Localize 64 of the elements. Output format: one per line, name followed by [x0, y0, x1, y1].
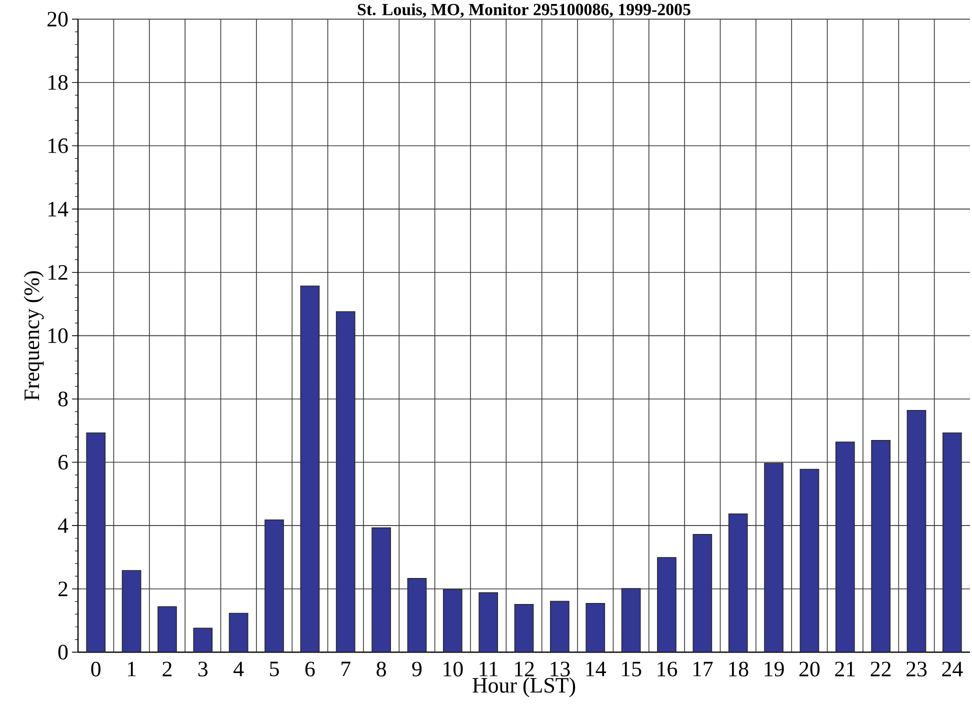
- x-tick-label: 20: [799, 662, 820, 676]
- x-tick-label: 23: [906, 662, 927, 676]
- x-tick-label: 9: [412, 662, 422, 676]
- bar: [942, 432, 962, 652]
- x-tick-label: 18: [729, 662, 748, 676]
- bar: [586, 602, 606, 652]
- x-tick-label: 22: [870, 662, 891, 676]
- y-tick-label: 12: [48, 265, 68, 280]
- x-tick-label: 11: [480, 662, 498, 676]
- y-axis-title: Frequency (%): [24, 271, 44, 400]
- bar: [692, 534, 712, 652]
- bar: [728, 513, 748, 652]
- y-tick-label: 2: [58, 582, 68, 596]
- y-tick-label: 16: [48, 138, 68, 154]
- x-tick-label: 4: [234, 662, 244, 676]
- bar: [871, 440, 890, 652]
- x-axis-title: Hour (LST): [472, 677, 576, 698]
- y-tick-label: 10: [48, 328, 68, 343]
- x-tick-label: 8: [376, 662, 386, 676]
- y-tick-label: 4: [58, 518, 68, 533]
- x-tick-label: 19: [764, 662, 784, 676]
- x-tick-label: 2: [162, 662, 172, 676]
- chart-title: St. Louis, MO, Monitor 295100086, 1999-2005: [358, 3, 690, 18]
- bar: [835, 442, 855, 652]
- bar: [906, 410, 926, 652]
- y-tick-label: 8: [58, 391, 68, 406]
- x-tick-label: 21: [835, 662, 855, 676]
- x-tick-label: 0: [91, 662, 100, 676]
- bar: [122, 570, 142, 652]
- y-tick-label: 20: [48, 12, 68, 26]
- bar: [621, 588, 641, 652]
- x-tick-label: 6: [305, 662, 315, 676]
- bar: [657, 557, 676, 652]
- bar: [336, 311, 356, 652]
- bar: [764, 462, 784, 652]
- x-tick-label: 7: [342, 662, 350, 676]
- bar: [550, 600, 570, 652]
- x-tick-label: 24: [942, 662, 963, 676]
- x-tick-label: 17: [693, 662, 713, 676]
- bar: [193, 628, 213, 652]
- bar: [514, 604, 534, 652]
- y-tick-label: 14: [48, 202, 68, 216]
- x-tick-label: 16: [658, 662, 678, 676]
- y-tick-label: 18: [48, 74, 68, 90]
- y-tick-label: 6: [58, 454, 68, 470]
- x-tick-label: 10: [444, 662, 463, 676]
- bar: [300, 286, 320, 652]
- x-tick-label: 12: [514, 662, 534, 676]
- x-tick-label: 3: [198, 662, 208, 676]
- bar: [372, 527, 391, 652]
- bar: [800, 468, 820, 652]
- x-tick-label: 5: [270, 662, 279, 676]
- bar: [407, 578, 427, 652]
- bar: [478, 592, 498, 652]
- bar: [228, 612, 248, 652]
- bar: [86, 432, 106, 652]
- bar: [442, 589, 462, 652]
- x-tick-label: 1: [128, 662, 136, 676]
- x-tick-label: 15: [622, 662, 642, 676]
- bar: [158, 606, 177, 652]
- x-tick-label: 14: [586, 662, 606, 676]
- x-tick-label: 13: [550, 662, 570, 676]
- bar: [264, 519, 284, 652]
- y-tick-label: 0: [58, 644, 68, 660]
